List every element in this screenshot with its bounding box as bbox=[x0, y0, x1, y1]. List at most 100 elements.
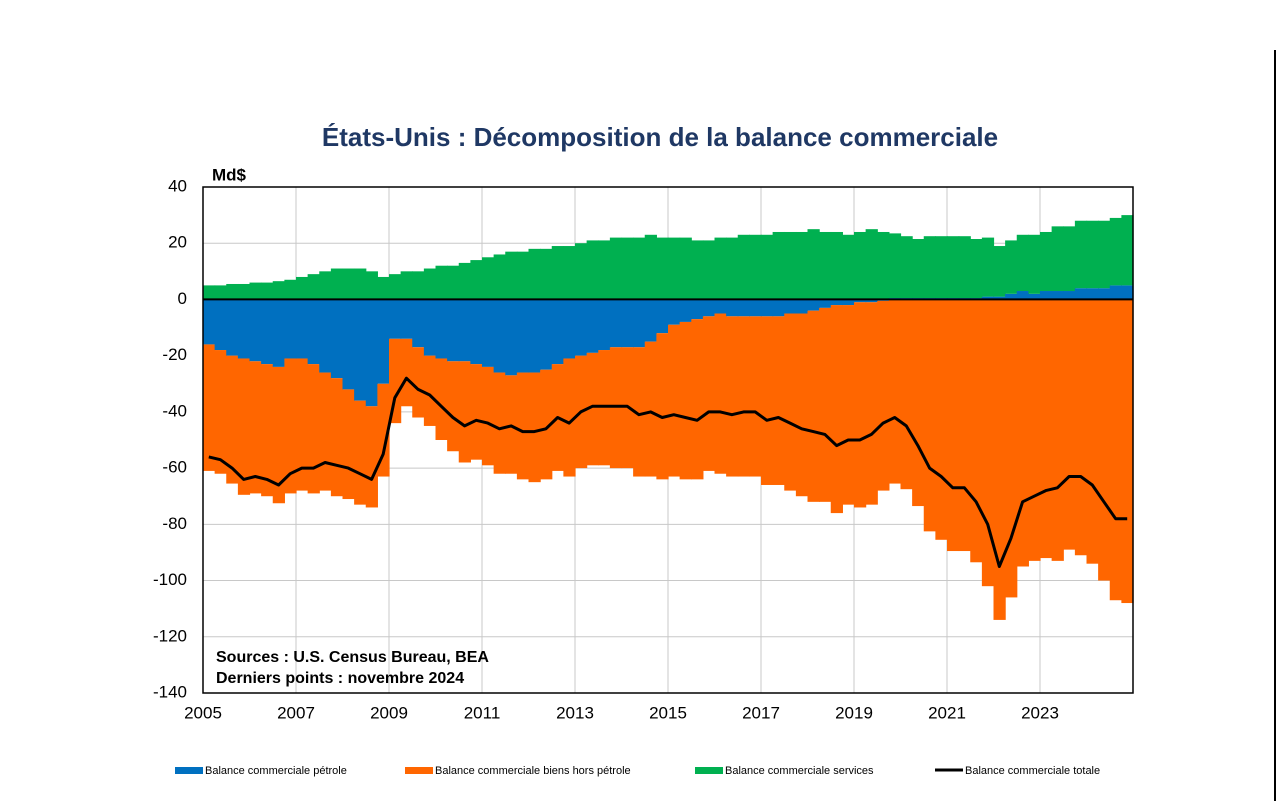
bar bbox=[1074, 220, 1088, 289]
bar bbox=[447, 299, 460, 362]
bar bbox=[1098, 288, 1111, 300]
bar bbox=[1028, 234, 1041, 294]
bar bbox=[458, 299, 471, 362]
bar bbox=[342, 389, 355, 500]
bar bbox=[668, 324, 681, 477]
bar bbox=[365, 271, 378, 300]
bar bbox=[644, 234, 657, 300]
bar bbox=[226, 283, 239, 300]
bar bbox=[237, 283, 251, 300]
y-tick-label: -100 bbox=[153, 570, 187, 589]
bar bbox=[761, 234, 774, 300]
x-tick-label: 2009 bbox=[370, 703, 408, 722]
bar bbox=[203, 344, 216, 471]
bar bbox=[819, 231, 832, 300]
bar bbox=[203, 285, 216, 300]
bar bbox=[377, 383, 390, 477]
bar bbox=[540, 299, 553, 370]
bar bbox=[447, 361, 460, 452]
x-tick-label: 2007 bbox=[277, 703, 315, 722]
bar bbox=[493, 372, 506, 474]
bar bbox=[237, 358, 251, 495]
x-tick-label: 2015 bbox=[649, 703, 687, 722]
bar bbox=[749, 316, 762, 477]
bars bbox=[203, 215, 1134, 620]
bar bbox=[1086, 220, 1099, 289]
bar bbox=[737, 299, 750, 317]
bar bbox=[540, 369, 553, 480]
bar bbox=[888, 299, 902, 484]
bar bbox=[830, 305, 843, 514]
bar bbox=[772, 316, 785, 485]
y-unit: Md$ bbox=[212, 165, 247, 184]
bar bbox=[958, 236, 971, 299]
bar bbox=[772, 231, 785, 300]
bar bbox=[272, 366, 285, 504]
bar bbox=[377, 299, 390, 384]
bar bbox=[795, 313, 809, 497]
bar bbox=[237, 299, 251, 359]
bar bbox=[365, 299, 378, 407]
bar bbox=[226, 355, 239, 484]
bar bbox=[575, 299, 588, 356]
bar bbox=[1028, 299, 1041, 561]
bar bbox=[249, 361, 262, 494]
bar bbox=[935, 236, 948, 299]
bar bbox=[947, 236, 960, 299]
bar bbox=[888, 233, 902, 299]
bar bbox=[307, 364, 320, 494]
bar bbox=[516, 372, 530, 480]
bar bbox=[842, 234, 855, 300]
bar bbox=[389, 274, 402, 300]
bar bbox=[330, 268, 344, 300]
bar bbox=[1074, 299, 1088, 556]
x-tick-label: 2011 bbox=[464, 703, 501, 722]
bar bbox=[528, 299, 541, 373]
bar bbox=[900, 299, 913, 490]
bar bbox=[784, 299, 797, 314]
y-tick-label: 0 bbox=[178, 289, 187, 308]
y-tick-label: -60 bbox=[162, 458, 187, 477]
y-tick-label: -40 bbox=[162, 401, 187, 420]
bar bbox=[342, 299, 355, 390]
bar bbox=[1063, 226, 1076, 292]
annotation: Sources : U.S. Census Bureau, BEA bbox=[216, 649, 489, 666]
bar bbox=[354, 268, 367, 300]
bar bbox=[1005, 240, 1018, 294]
bar bbox=[795, 231, 809, 300]
bar bbox=[702, 299, 716, 317]
bar bbox=[389, 299, 402, 339]
bar bbox=[423, 268, 437, 300]
bar bbox=[400, 271, 413, 300]
bar bbox=[947, 299, 960, 552]
bar bbox=[586, 240, 599, 300]
line bbox=[208, 376, 1128, 568]
x-tick-label: 2021 bbox=[928, 703, 966, 722]
bar bbox=[819, 307, 832, 502]
bar bbox=[633, 299, 646, 348]
bar bbox=[749, 234, 762, 300]
bar bbox=[842, 305, 855, 505]
bar bbox=[377, 276, 390, 300]
bar bbox=[609, 299, 623, 348]
bar bbox=[1121, 215, 1134, 286]
bar bbox=[679, 299, 692, 322]
bar bbox=[1040, 231, 1053, 292]
bar bbox=[761, 316, 774, 485]
bar bbox=[691, 299, 704, 320]
bar bbox=[330, 299, 344, 379]
bar bbox=[865, 229, 878, 300]
bar bbox=[528, 372, 541, 483]
bar bbox=[842, 299, 855, 306]
bar bbox=[493, 254, 506, 300]
bar bbox=[644, 341, 657, 477]
x-tick-label: 2019 bbox=[835, 703, 873, 722]
bar bbox=[1121, 299, 1134, 604]
x-tick-label: 2013 bbox=[556, 703, 594, 722]
bar bbox=[691, 240, 704, 300]
bar bbox=[296, 299, 309, 359]
bar bbox=[307, 274, 320, 300]
bar bbox=[981, 296, 995, 300]
bar bbox=[714, 299, 727, 314]
